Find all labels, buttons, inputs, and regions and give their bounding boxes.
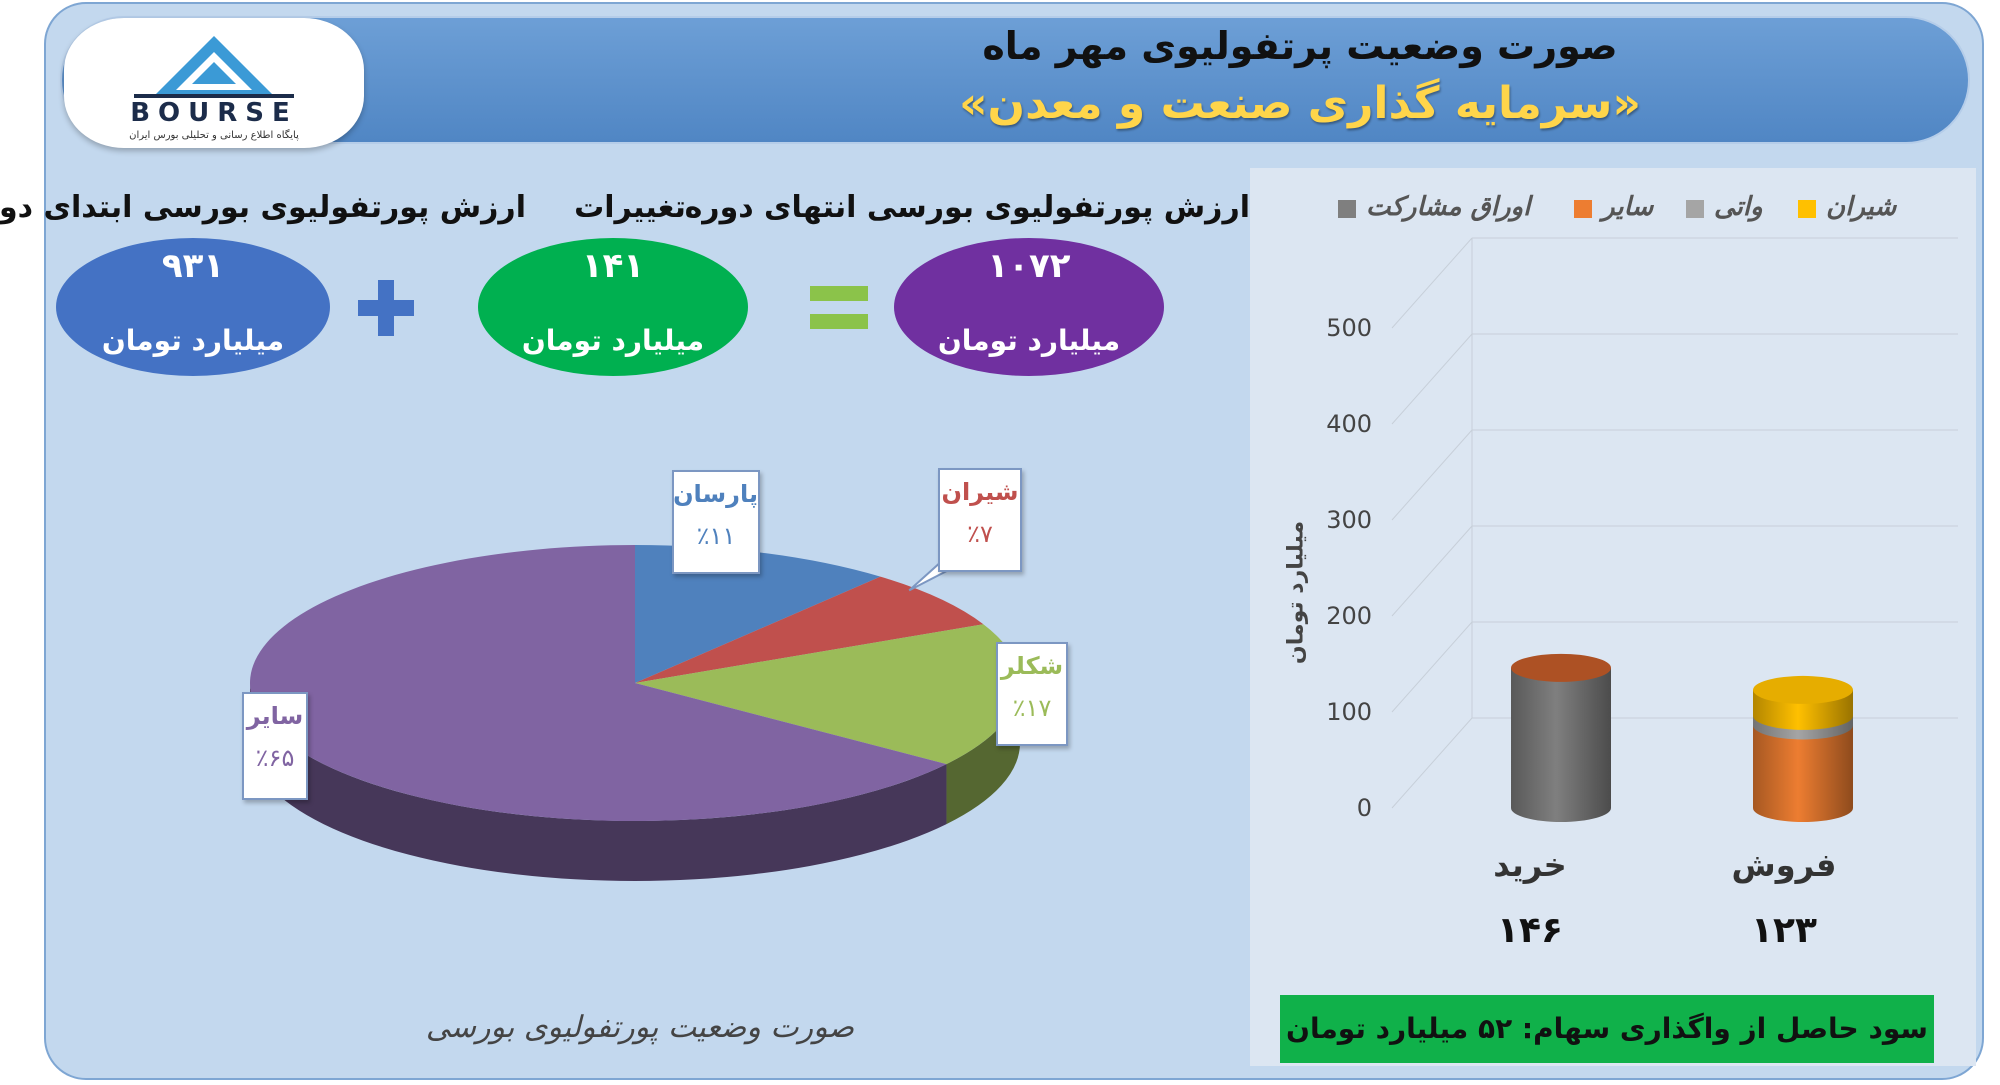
legend-swatch-other — [1574, 200, 1592, 218]
ytick-0: 0 — [1356, 794, 1372, 822]
gridline-side-0 — [1391, 717, 1473, 809]
category-buy: خرید — [1493, 846, 1567, 884]
change-label: تغییرات — [574, 190, 686, 225]
pie-label-shekalar: شکلر ٪۱۷ — [996, 642, 1068, 746]
pie-label-parsan: پارسان ٪۱۱ — [672, 470, 760, 574]
bourse-logo: BOURSE پایگاه اطلاع رسانی و تحلیلی بورس … — [64, 18, 364, 148]
bar-segment-0-3 — [1511, 667, 1611, 822]
change-ellipse: ۱۴۱ میلیارد تومان — [478, 238, 748, 376]
change-value-unit: میلیارد تومان — [521, 324, 705, 357]
legend-swatch-vati — [1686, 200, 1704, 218]
pie-label-other: سایر ٪۶۵ — [242, 692, 308, 800]
start-value-label: ارزش پورتفولیوی بورسی ابتدای دوره — [0, 190, 526, 225]
logo-text: BOURSE — [130, 98, 298, 128]
end-value-label: ارزش پورتفولیوی بورسی انتهای دوره — [684, 190, 1250, 225]
legend-bonds: اوراق مشارکت — [1366, 192, 1531, 222]
ytick-500: 500 — [1326, 314, 1372, 342]
page-subtitle: «سرمایه گذاری صنعت و معدن» — [959, 78, 1641, 129]
change-value: ۱۴۱ — [581, 246, 645, 286]
gridline-side-5 — [1391, 237, 1473, 329]
header-banner — [60, 16, 1970, 144]
ytick-100: 100 — [1326, 698, 1372, 726]
legend-other: سایر — [1602, 192, 1654, 222]
bar-chart-panel — [1250, 168, 1976, 1066]
profit-banner: سود حاصل از واگذاری سهام: ۵۲ میلیارد توم… — [1280, 995, 1934, 1063]
logo-mark-icon — [134, 36, 294, 98]
pie-chart — [249, 545, 1020, 881]
category-sell: فروش — [1731, 846, 1837, 884]
equals-icon — [810, 286, 868, 329]
ytick-200: 200 — [1326, 602, 1372, 630]
plus-icon — [358, 280, 414, 336]
end-value-ellipse: ۱۰۷۲ میلیارد تومان — [894, 238, 1164, 376]
pie-side-3 — [250, 683, 947, 881]
end-value-unit: میلیارد تومان — [937, 324, 1121, 357]
bar-top-1 — [1753, 675, 1853, 704]
pie-slice-1 — [635, 576, 984, 683]
start-value: ۹۳۱ — [161, 246, 225, 286]
bar-top-0 — [1511, 653, 1611, 682]
pie-caption: صورت وضعیت پورتفولیوی بورسی — [425, 1010, 855, 1045]
start-value-unit: میلیارد تومان — [101, 324, 285, 357]
pie-label-shiran: شیران ٪۷ — [938, 468, 1022, 572]
legend-swatch-shiran — [1798, 200, 1816, 218]
end-value: ۱۰۷۲ — [987, 246, 1071, 286]
legend-shiran: شیران — [1826, 192, 1897, 222]
pie-slice-3 — [249, 545, 947, 822]
legend-swatch-bonds — [1338, 200, 1356, 218]
gridline-side-4 — [1391, 333, 1473, 425]
ytick-300: 300 — [1326, 506, 1372, 534]
ytick-400: 400 — [1326, 410, 1372, 438]
pie-side-2 — [946, 683, 1020, 825]
pie-slice-0 — [635, 545, 881, 683]
legend-vati: واتی — [1714, 192, 1763, 222]
gridline-side-1 — [1391, 621, 1473, 713]
page-title: صورت وضعیت پرتفولیوی مهر ماه — [982, 24, 1618, 68]
category-buy-total: ۱۴۶ — [1497, 910, 1563, 951]
logo-tagline: پایگاه اطلاع رسانی و تحلیلی بورس ایران — [129, 130, 299, 141]
category-sell-total: ۱۲۳ — [1751, 910, 1817, 951]
pie-slice-2 — [635, 624, 1020, 765]
bar-segment-1-2 — [1753, 725, 1853, 822]
start-value-ellipse: ۹۳۱ میلیارد تومان — [56, 238, 330, 376]
gridline-side-3 — [1391, 429, 1473, 521]
gridline-side-2 — [1391, 525, 1473, 617]
y-axis-label: میلیارد تومان — [1283, 520, 1309, 665]
